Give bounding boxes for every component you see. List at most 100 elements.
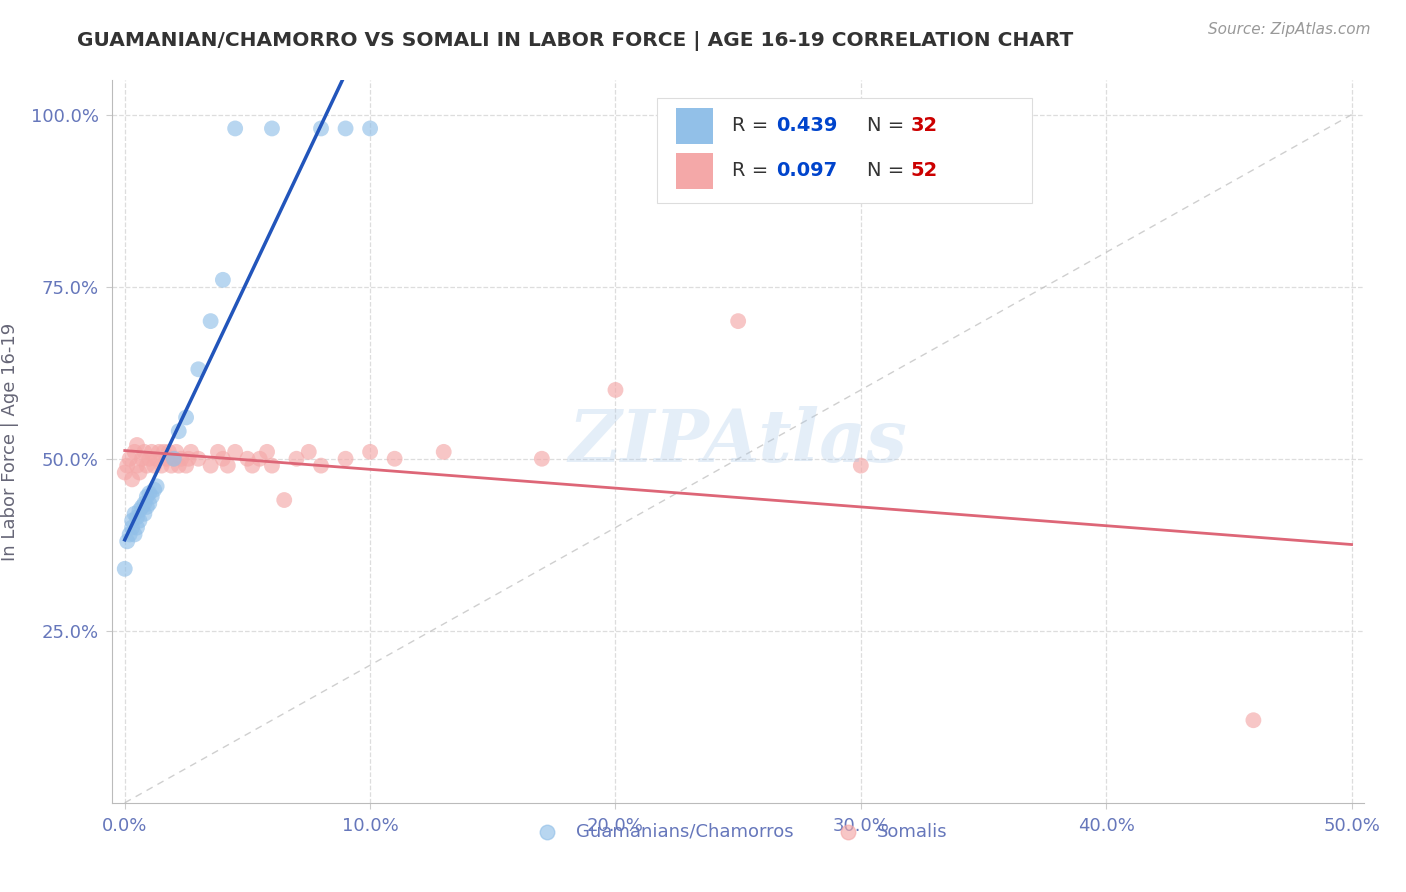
Point: [131, 451, 153, 466]
Point: [359, 445, 381, 459]
Point: [157, 445, 180, 459]
Point: [143, 483, 166, 497]
Point: [124, 527, 146, 541]
Point: [174, 458, 197, 473]
Point: [145, 451, 167, 466]
Point: [256, 445, 278, 459]
Point: [138, 451, 160, 466]
Point: [148, 445, 170, 459]
Text: N =: N =: [868, 116, 911, 136]
Text: 0.097: 0.097: [776, 161, 837, 180]
Point: [124, 445, 146, 459]
Point: [174, 410, 197, 425]
Point: [212, 451, 235, 466]
Point: [249, 451, 271, 466]
Point: [240, 458, 263, 473]
Point: [177, 451, 200, 466]
Point: [335, 451, 357, 466]
Point: [359, 121, 381, 136]
Point: [155, 451, 177, 466]
Text: R =: R =: [733, 161, 775, 180]
Point: [143, 458, 166, 473]
Point: [384, 451, 406, 466]
Legend: Guamanians/Chamorros, Somalis: Guamanians/Chamorros, Somalis: [522, 815, 955, 848]
Point: [187, 362, 209, 376]
Point: [163, 451, 186, 466]
Text: ZIPAtlas: ZIPAtlas: [569, 406, 907, 477]
Point: [131, 500, 153, 514]
Point: [236, 451, 259, 466]
Point: [207, 445, 229, 459]
Point: [260, 121, 283, 136]
Point: [118, 451, 141, 466]
Point: [530, 451, 553, 466]
Text: 0.439: 0.439: [776, 116, 837, 136]
Point: [125, 510, 148, 524]
Point: [212, 273, 235, 287]
Point: [135, 458, 157, 473]
Point: [200, 458, 222, 473]
Point: [298, 445, 321, 459]
Point: [118, 527, 141, 541]
Point: [150, 458, 173, 473]
Point: [128, 503, 150, 517]
Point: [165, 445, 187, 459]
Point: [160, 458, 183, 473]
Point: [217, 458, 239, 473]
Text: 52: 52: [911, 161, 938, 180]
Point: [224, 121, 246, 136]
Point: [135, 490, 157, 504]
Text: GUAMANIAN/CHAMORRO VS SOMALI IN LABOR FORCE | AGE 16-19 CORRELATION CHART: GUAMANIAN/CHAMORRO VS SOMALI IN LABOR FO…: [77, 31, 1074, 51]
Point: [260, 458, 283, 473]
Point: [134, 507, 156, 521]
Point: [128, 466, 150, 480]
Point: [128, 514, 150, 528]
Point: [135, 500, 157, 514]
Point: [114, 466, 136, 480]
Text: 32: 32: [911, 116, 938, 136]
Point: [134, 445, 156, 459]
Point: [121, 514, 143, 528]
Point: [309, 458, 332, 473]
Point: [114, 562, 136, 576]
Y-axis label: In Labor Force | Age 16-19: In Labor Force | Age 16-19: [1, 322, 20, 561]
Bar: [675, 108, 713, 144]
Point: [224, 445, 246, 459]
Point: [121, 472, 143, 486]
Point: [124, 507, 146, 521]
Point: [200, 314, 222, 328]
Point: [153, 445, 176, 459]
Point: [115, 458, 138, 473]
Point: [134, 496, 156, 510]
Point: [145, 479, 167, 493]
Point: [167, 424, 190, 438]
Point: [125, 458, 148, 473]
Point: [180, 445, 202, 459]
Text: N =: N =: [868, 161, 911, 180]
Point: [187, 451, 209, 466]
Point: [727, 314, 749, 328]
Point: [849, 458, 872, 473]
Point: [138, 486, 160, 500]
Point: [170, 451, 193, 466]
Bar: [675, 153, 713, 189]
Point: [115, 534, 138, 549]
Point: [285, 451, 308, 466]
Point: [121, 520, 143, 534]
Point: [309, 121, 332, 136]
Point: [163, 451, 186, 466]
Point: [605, 383, 627, 397]
Bar: [657, 98, 1032, 203]
Text: Source: ZipAtlas.com: Source: ZipAtlas.com: [1208, 22, 1371, 37]
Point: [167, 458, 190, 473]
Point: [141, 490, 163, 504]
Point: [125, 438, 148, 452]
Point: [141, 445, 163, 459]
Point: [273, 493, 295, 508]
Point: [1241, 713, 1264, 727]
Point: [335, 121, 357, 136]
Text: R =: R =: [733, 116, 775, 136]
Point: [125, 520, 148, 534]
Point: [138, 496, 160, 510]
Point: [433, 445, 456, 459]
